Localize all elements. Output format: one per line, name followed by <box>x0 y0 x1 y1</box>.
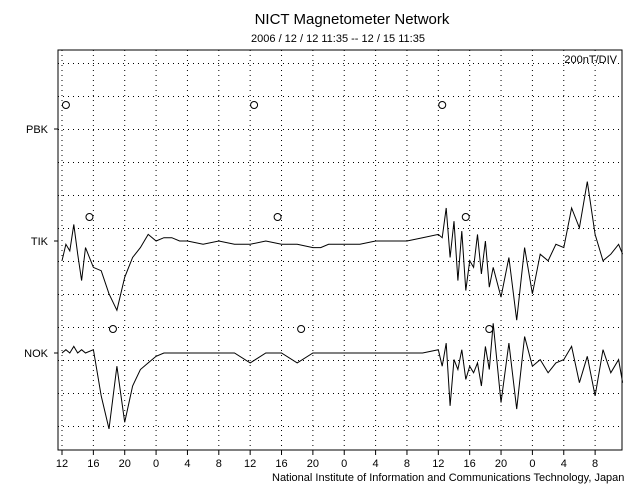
marker-pbk <box>250 101 259 109</box>
marker-pbk <box>438 101 447 109</box>
x-tick-label: 8 <box>404 458 410 470</box>
x-tick-label: 20 <box>495 458 507 470</box>
x-tick-label: 12 <box>56 458 68 470</box>
marker-nok <box>485 325 494 333</box>
x-tick-label: 12 <box>244 458 256 470</box>
x-axis-ticks: 12 16 20 0 4 8 12 16 20 0 4 8 12 16 20 0 4 8 <box>56 450 598 470</box>
chart-subtitle: 2006 / 12 / 12 11:35 -- 12 / 15 11:35 <box>251 33 425 45</box>
chart-title: NICT Magnetometer Network <box>254 11 450 28</box>
x-tick-label: 4 <box>184 458 190 470</box>
marker-tik <box>273 213 282 221</box>
trace-nok <box>61 323 624 430</box>
station-label-pbk: PBK <box>26 124 49 136</box>
plot-frame <box>57 49 623 451</box>
x-tick-label: 0 <box>341 458 347 470</box>
x-tick-label: 16 <box>87 458 99 470</box>
station-labels: PBK TIK NOK <box>24 124 58 360</box>
x-tick-label: 4 <box>561 458 567 470</box>
x-tick-label: 20 <box>307 458 319 470</box>
grid-lines <box>58 50 622 450</box>
trace-tik <box>61 181 624 321</box>
x-tick-label: 12 <box>432 458 444 470</box>
x-tick-label: 16 <box>275 458 287 470</box>
x-tick-label: 0 <box>153 458 159 470</box>
station-label-tik: TIK <box>31 236 49 248</box>
station-traces <box>61 181 624 430</box>
credit-text: National Institute of Information and Co… <box>272 472 625 484</box>
marker-nok <box>297 325 306 333</box>
marker-tik <box>461 213 470 221</box>
x-tick-label: 8 <box>216 458 222 470</box>
midnight-markers <box>61 101 494 333</box>
x-tick-label: 20 <box>119 458 131 470</box>
marker-tik <box>85 213 94 221</box>
marker-pbk <box>61 101 70 109</box>
x-tick-label: 0 <box>529 458 535 470</box>
x-tick-label: 16 <box>464 458 476 470</box>
scale-label: 200nT/DIV <box>564 54 617 66</box>
x-tick-label: 8 <box>592 458 598 470</box>
x-tick-label: 4 <box>373 458 379 470</box>
marker-nok <box>108 325 117 333</box>
station-label-nok: NOK <box>24 348 49 360</box>
